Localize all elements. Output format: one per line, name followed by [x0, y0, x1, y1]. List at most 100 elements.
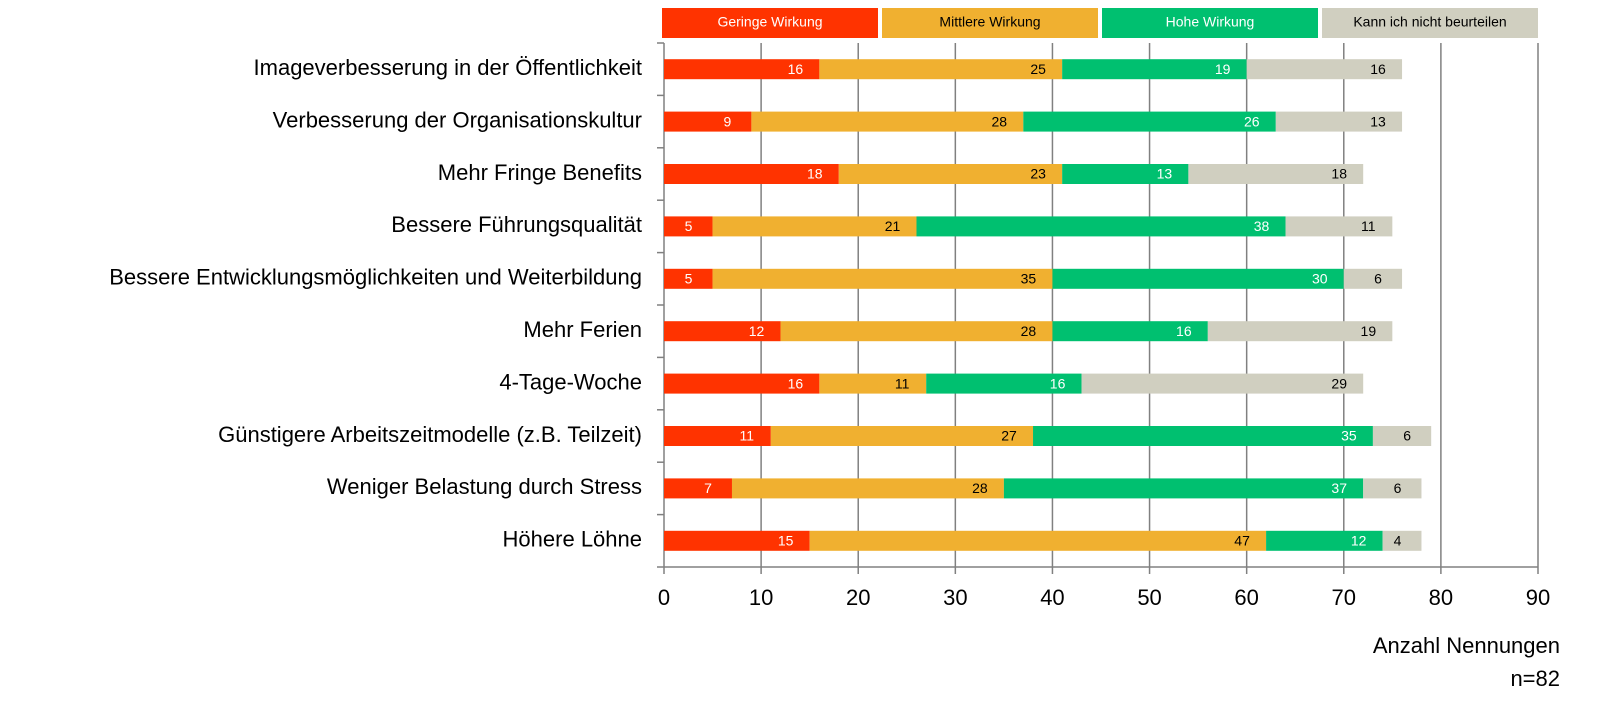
bar-segment — [712, 268, 1053, 289]
y-tick-label: Höhere Löhne — [503, 527, 642, 552]
y-tick-label: Bessere Entwicklungsmöglichkeiten und We… — [109, 265, 642, 290]
data-label: 16 — [788, 375, 804, 391]
bar-segment — [1033, 426, 1373, 446]
y-tick-label: 4-Tage-Woche — [499, 369, 642, 394]
bar-segment — [1188, 164, 1364, 184]
data-label: 11 — [740, 428, 755, 444]
data-label: 11 — [1361, 218, 1376, 234]
bar-segment — [664, 373, 820, 394]
x-tick-label: 20 — [846, 585, 870, 610]
data-label: 6 — [1374, 271, 1382, 287]
bar-segment — [664, 478, 732, 499]
data-label: 9 — [724, 113, 732, 129]
x-tick-label: 50 — [1137, 585, 1161, 610]
x-tick-label: 90 — [1526, 585, 1550, 610]
y-tick-label: Verbesserung der Organisationskultur — [273, 107, 642, 132]
data-label: 16 — [1176, 323, 1192, 339]
data-label: 6 — [1394, 480, 1402, 496]
bar-segment — [664, 164, 839, 184]
data-label: 47 — [1234, 533, 1250, 549]
bar-segment — [664, 426, 771, 446]
data-label: 28 — [992, 113, 1008, 129]
bar-segment — [1285, 216, 1393, 237]
y-tick-label: Mehr Ferien — [523, 317, 642, 342]
data-label: 5 — [685, 271, 693, 287]
x-tick-label: 40 — [1040, 585, 1064, 610]
bar-segment — [916, 216, 1286, 237]
y-tick-label: Imageverbesserung in der Öffentlichkeit — [254, 55, 642, 80]
bar-segment — [664, 530, 810, 551]
legend-label: Mittlere Wirkung — [939, 14, 1040, 30]
bar-segment — [1052, 268, 1344, 289]
bar-segment — [838, 164, 1063, 184]
bar-segment — [1343, 268, 1403, 289]
y-tick-label: Bessere Führungsqualität — [391, 212, 642, 237]
bar-segment — [664, 111, 752, 132]
data-label: 16 — [788, 61, 804, 77]
bar-segment — [664, 216, 713, 237]
data-label: 16 — [1050, 375, 1066, 391]
bar-segment — [1062, 59, 1247, 80]
bar-segment — [664, 59, 820, 80]
bar-segment — [1052, 321, 1208, 342]
y-tick-label: Günstigere Arbeitszeitmodelle (z.B. Teil… — [218, 422, 642, 447]
bar-segment — [664, 321, 781, 342]
note: n=82 — [1510, 666, 1560, 691]
data-label: 7 — [704, 480, 712, 496]
data-label: 29 — [1331, 375, 1347, 391]
x-tick-label: 0 — [658, 585, 670, 610]
data-label: 35 — [1021, 271, 1037, 287]
bar-segment — [926, 373, 1082, 394]
bar-segment — [1363, 478, 1422, 499]
legend-swatch — [882, 8, 1098, 38]
legend-swatch — [662, 8, 878, 38]
data-label: 28 — [1021, 323, 1037, 339]
legend-label: Geringe Wirkung — [717, 14, 822, 30]
bar-segment — [731, 478, 1004, 499]
bar-segment — [1003, 478, 1364, 499]
bar-segment — [1062, 164, 1189, 184]
x-tick-label: 30 — [943, 585, 967, 610]
data-label: 13 — [1370, 113, 1386, 129]
bar-segment — [1382, 530, 1422, 551]
legend-swatch — [1102, 8, 1318, 38]
bar-segment — [1023, 111, 1276, 132]
bar-segment — [712, 216, 917, 237]
bar-segment — [1372, 426, 1432, 446]
bar-segment — [1207, 321, 1393, 342]
data-label: 12 — [749, 323, 765, 339]
bar-segment — [770, 426, 1034, 446]
bar-segment — [780, 321, 1053, 342]
data-label: 28 — [972, 480, 988, 496]
data-label: 11 — [895, 375, 910, 391]
data-label: 35 — [1341, 428, 1357, 444]
bar-segment — [819, 59, 1063, 80]
bar-segment — [1266, 530, 1383, 551]
data-label: 15 — [778, 533, 794, 549]
legend-label: Kann ich nicht beurteilen — [1353, 14, 1506, 30]
data-label: 18 — [807, 166, 823, 182]
data-label: 21 — [885, 218, 901, 234]
x-tick-label: 10 — [749, 585, 773, 610]
data-label: 25 — [1030, 61, 1046, 77]
data-label: 19 — [1361, 323, 1377, 339]
data-label: 6 — [1403, 428, 1411, 444]
data-label: 16 — [1370, 61, 1386, 77]
y-tick-label: Weniger Belastung durch Stress — [327, 474, 642, 499]
x-tick-label: 80 — [1429, 585, 1453, 610]
bar-segment — [664, 268, 713, 289]
data-label: 4 — [1394, 533, 1402, 549]
bar-segment — [819, 373, 927, 394]
data-label: 38 — [1254, 218, 1270, 234]
bar-segment — [809, 530, 1267, 551]
data-label: 26 — [1244, 113, 1260, 129]
data-label: 5 — [685, 218, 693, 234]
data-label: 19 — [1215, 61, 1231, 77]
bar-segment — [1081, 373, 1364, 394]
bar-segment — [1246, 59, 1403, 80]
x-tick-label: 70 — [1332, 585, 1356, 610]
data-label: 30 — [1312, 271, 1328, 287]
bar-segment — [1275, 111, 1403, 132]
data-label: 13 — [1157, 166, 1173, 182]
